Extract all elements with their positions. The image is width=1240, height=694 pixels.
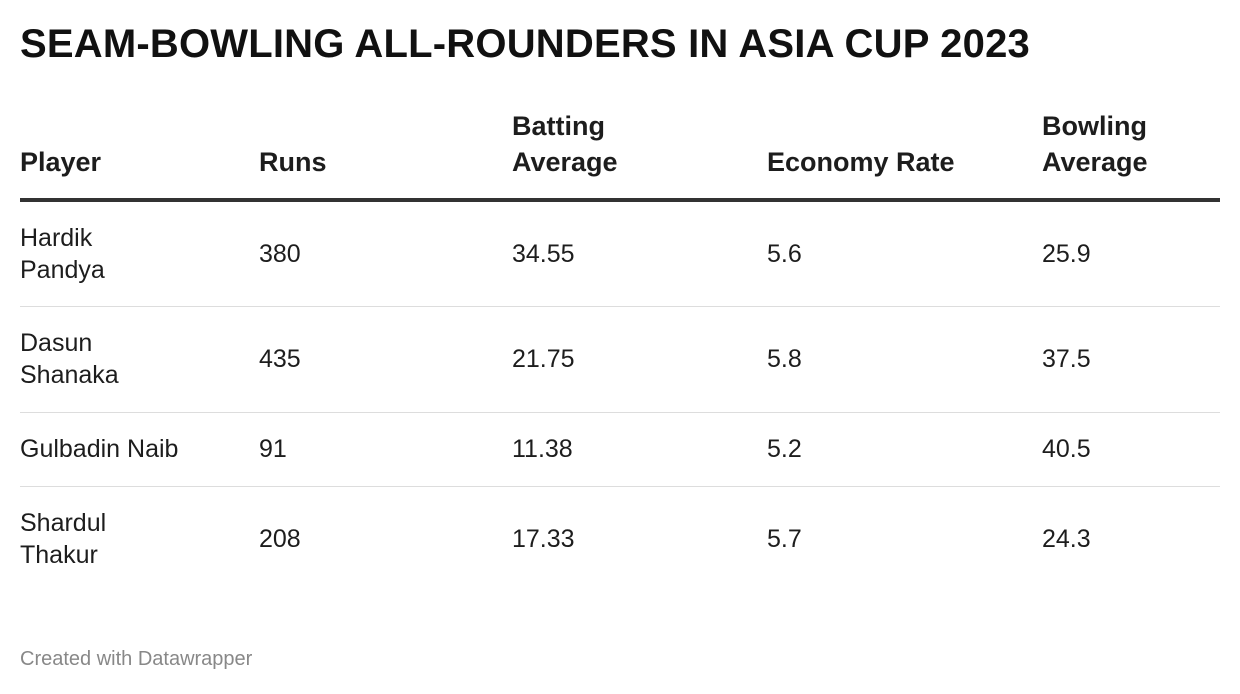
column-header-batting-average[interactable]: Batting Average	[512, 108, 767, 202]
cell-economy-rate: 5.6	[767, 200, 1042, 307]
cell-player: Gulbadin Naib	[20, 412, 259, 487]
column-header-runs[interactable]: Runs	[259, 108, 512, 202]
cell-runs: 91	[259, 412, 512, 487]
cell-economy-rate: 5.2	[767, 412, 1042, 487]
cell-player: Hardik Pandya	[20, 200, 259, 307]
table-row: Hardik Pandya 380 34.55 5.6 25.9	[20, 200, 1220, 307]
table-row: Dasun Shanaka 435 21.75 5.8 37.5	[20, 306, 1220, 413]
cell-runs: 208	[259, 525, 301, 554]
cell-bowling-average: 25.9	[1042, 200, 1220, 307]
cell-batting-average: 11.38	[512, 412, 767, 487]
cell-player: Dasun Shanaka	[20, 306, 259, 413]
table-row: Gulbadin Naib 91 11.38 5.2 40.5	[20, 412, 1220, 487]
data-table: Player Runs Batting Average Economy Rate…	[20, 108, 1220, 592]
cell-player: Shardul Thakur	[20, 509, 107, 570]
column-header-player[interactable]: Player	[20, 108, 259, 202]
cell-economy-rate: 5.8	[767, 306, 1042, 413]
column-header-bowling-average[interactable]: Bowling Average	[1042, 108, 1220, 202]
chart-title: SEAM-BOWLING ALL-ROUNDERS IN ASIA CUP 20…	[20, 22, 1030, 66]
cell-bowling-average: 24.3	[1042, 525, 1091, 554]
cell-runs: 435	[259, 306, 512, 413]
cell-economy-rate: 5.7	[767, 525, 802, 554]
credit-footer: Created with Datawrapper	[20, 648, 253, 670]
column-header-economy-rate[interactable]: Economy Rate	[767, 108, 1042, 202]
cell-bowling-average: 40.5	[1042, 412, 1220, 487]
table-row: Shardul Thakur 208 17.33 5.7 24.3	[20, 486, 1220, 592]
cell-batting-average: 34.55	[512, 200, 767, 307]
table-header-row: Player Runs Batting Average Economy Rate…	[20, 108, 1220, 202]
cell-bowling-average: 37.5	[1042, 306, 1220, 413]
cell-batting-average: 17.33	[512, 525, 575, 554]
cell-runs: 380	[259, 200, 512, 307]
cell-batting-average: 21.75	[512, 306, 767, 413]
